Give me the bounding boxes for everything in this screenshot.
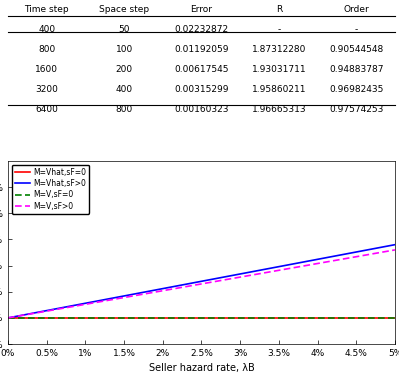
M=Vhat,sF=0 bbox=[323, 316, 328, 320]
M=V,sF=0 bbox=[6, 316, 10, 320]
M=V,sF>0 bbox=[215, 279, 220, 283]
M=V,sF>0 bbox=[190, 283, 194, 288]
M=V,sF>0 bbox=[323, 260, 328, 264]
Line: M=V,sF>0: M=V,sF>0 bbox=[8, 250, 395, 318]
M=Vhat,sF=0 bbox=[192, 316, 197, 320]
M=Vhat,sF=0 bbox=[383, 316, 388, 320]
M=V,sF>0 bbox=[192, 283, 197, 287]
M=V,sF>0 bbox=[6, 316, 10, 320]
M=Vhat,sF=0 bbox=[236, 316, 241, 320]
M=Vhat,sF>0 bbox=[190, 281, 194, 285]
M=Vhat,sF=0 bbox=[393, 316, 397, 320]
M=Vhat,sF=0 bbox=[190, 316, 194, 320]
M=Vhat,sF>0 bbox=[383, 244, 388, 249]
M=V,sF=0 bbox=[215, 316, 220, 320]
M=Vhat,sF>0 bbox=[236, 272, 241, 277]
M=Vhat,sF=0 bbox=[6, 316, 10, 320]
M=V,sF=0 bbox=[190, 316, 194, 320]
M=Vhat,sF>0 bbox=[393, 242, 397, 247]
M=V,sF=0 bbox=[323, 316, 328, 320]
Legend: M=Vhat,sF=0, M=Vhat,sF>0, M=V,sF=0, M=V,sF>0: M=Vhat,sF=0, M=Vhat,sF>0, M=V,sF=0, M=V,… bbox=[12, 165, 89, 214]
M=Vhat,sF>0 bbox=[6, 316, 10, 320]
X-axis label: Seller hazard rate, λB: Seller hazard rate, λB bbox=[148, 364, 255, 373]
M=V,sF=0 bbox=[192, 316, 197, 320]
M=Vhat,sF>0 bbox=[323, 256, 328, 260]
M=V,sF=0 bbox=[393, 316, 397, 320]
M=V,sF>0 bbox=[236, 275, 241, 280]
M=Vhat,sF>0 bbox=[192, 280, 197, 285]
M=Vhat,sF>0 bbox=[215, 276, 220, 281]
Line: M=Vhat,sF>0: M=Vhat,sF>0 bbox=[8, 245, 395, 318]
M=V,sF>0 bbox=[383, 249, 388, 254]
M=V,sF=0 bbox=[236, 316, 241, 320]
M=V,sF>0 bbox=[393, 248, 397, 252]
M=Vhat,sF=0 bbox=[215, 316, 220, 320]
M=V,sF=0 bbox=[383, 316, 388, 320]
